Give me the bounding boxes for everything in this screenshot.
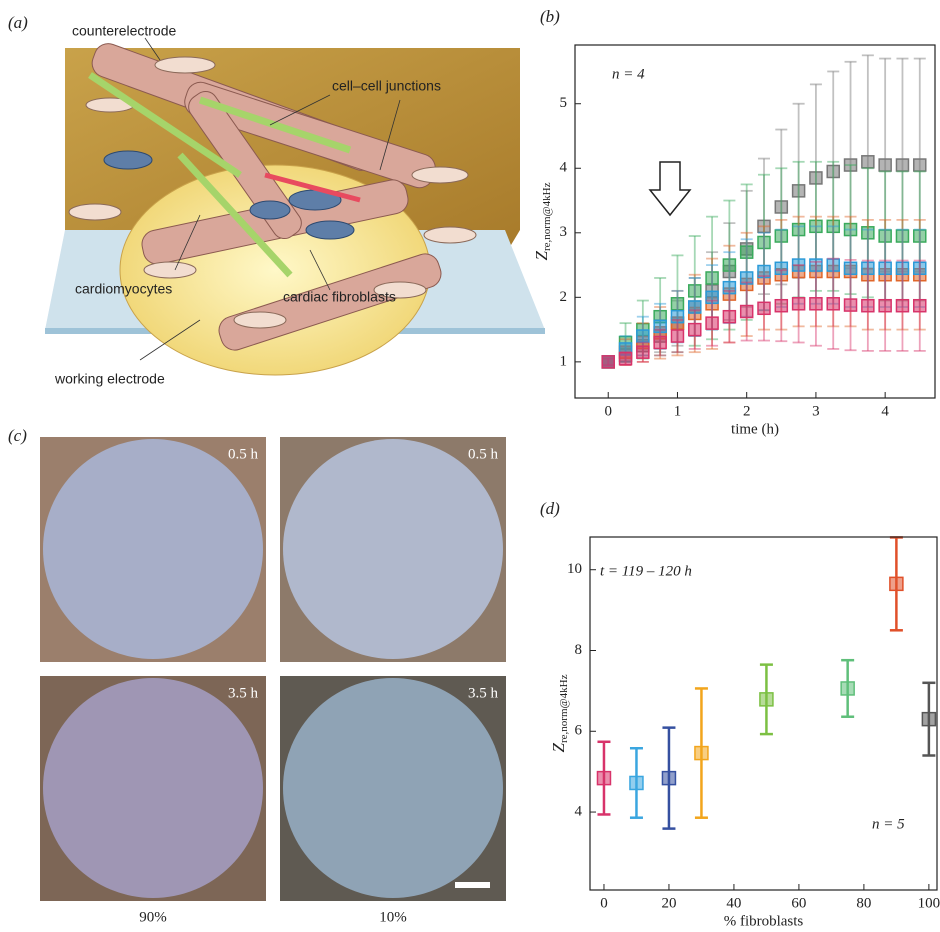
electrode (283, 439, 503, 659)
y-tick-label: 5 (560, 95, 568, 111)
electrode (283, 678, 503, 898)
label: working electrode (54, 371, 165, 387)
time-label: 0.5 h (468, 446, 499, 462)
marker (914, 300, 926, 312)
marker (827, 298, 839, 310)
time-label: 3.5 h (228, 685, 259, 701)
x-axis-label: % fibroblasts (724, 913, 804, 929)
marker (914, 159, 926, 171)
micrographs: (c) 0.5 h 0.5 h 3.5 h 3.5 h 90% 10% (8, 426, 506, 926)
y-axis-label: Zre,norm@4kHz (532, 182, 553, 260)
label: cardiac fibroblasts (283, 289, 396, 305)
plot-frame (590, 537, 937, 890)
marker (922, 713, 935, 726)
electrode (43, 439, 263, 659)
label: cardiomyocytes (75, 281, 172, 297)
column-label: 10% (379, 909, 407, 925)
marker (637, 346, 649, 358)
panel-label: (c) (8, 426, 27, 445)
y-tick-label: 4 (560, 160, 568, 176)
marker (741, 306, 753, 318)
time-label: 0.5 h (228, 446, 259, 462)
y-tick-label: 4 (575, 803, 583, 819)
annotation: t = 119 – 120 h (600, 563, 692, 579)
arrow (650, 162, 690, 215)
label: counterelectrode (72, 23, 177, 39)
marker (597, 772, 610, 785)
y-tick-label: 6 (575, 723, 583, 739)
marker (775, 300, 787, 312)
x-axis-label: time (h) (731, 421, 779, 437)
time-label: 3.5 h (468, 685, 499, 701)
annotation: n = 5 (872, 816, 905, 832)
x-tick-label: 0 (604, 403, 612, 419)
marker (654, 337, 666, 349)
marker (671, 330, 683, 342)
marker (723, 311, 735, 323)
marker (896, 159, 908, 171)
panel-label: (d) (540, 499, 560, 518)
y-tick-label: 8 (575, 642, 583, 658)
label: cell–cell junctions (332, 78, 441, 94)
y-label-sub: re,norm@4kHz (558, 674, 570, 743)
y-tick-label: 3 (560, 224, 568, 240)
marker (637, 330, 649, 342)
x-tick-label: 2 (743, 403, 751, 419)
marker (662, 772, 675, 785)
marker (760, 693, 773, 706)
marker (841, 682, 854, 695)
figure: (a) counterelectrode cell–cell junctions… (0, 0, 940, 932)
marker (810, 298, 822, 310)
panel-label: (a) (8, 13, 28, 32)
column-label: 90% (139, 909, 167, 925)
annotation: n = 4 (612, 66, 645, 82)
marker (758, 302, 770, 314)
x-tick-label: 1 (674, 403, 682, 419)
scale-bar (455, 882, 490, 888)
x-tick-label: 100 (918, 895, 940, 911)
marker (706, 317, 718, 329)
x-tick-label: 80 (856, 895, 871, 911)
x-tick-label: 3 (812, 403, 820, 419)
marker (896, 300, 908, 312)
marker (695, 747, 708, 760)
marker (689, 324, 701, 336)
marker (879, 300, 891, 312)
marker (602, 356, 614, 368)
x-tick-label: 60 (791, 895, 806, 911)
marker (862, 156, 874, 168)
y-tick-label: 2 (560, 289, 568, 305)
x-tick-label: 40 (726, 895, 741, 911)
y-tick-label: 1 (560, 353, 568, 369)
marker (879, 159, 891, 171)
x-tick-label: 4 (881, 403, 889, 419)
marker (793, 298, 805, 310)
electrode (43, 678, 263, 898)
marker (862, 300, 874, 312)
marker (890, 577, 903, 590)
x-tick-label: 0 (600, 895, 608, 911)
marker (620, 353, 632, 365)
panel-label: (b) (540, 7, 560, 26)
marker (630, 776, 643, 789)
x-tick-label: 20 (661, 895, 676, 911)
y-axis-label: Zre,norm@4kHz (549, 674, 570, 752)
marker (845, 299, 857, 311)
illustration: (a) counterelectrode cell–cell junctions… (8, 13, 545, 387)
y-tick-label: 10 (567, 561, 582, 577)
y-label-sub: re,norm@4kHz (541, 182, 553, 251)
